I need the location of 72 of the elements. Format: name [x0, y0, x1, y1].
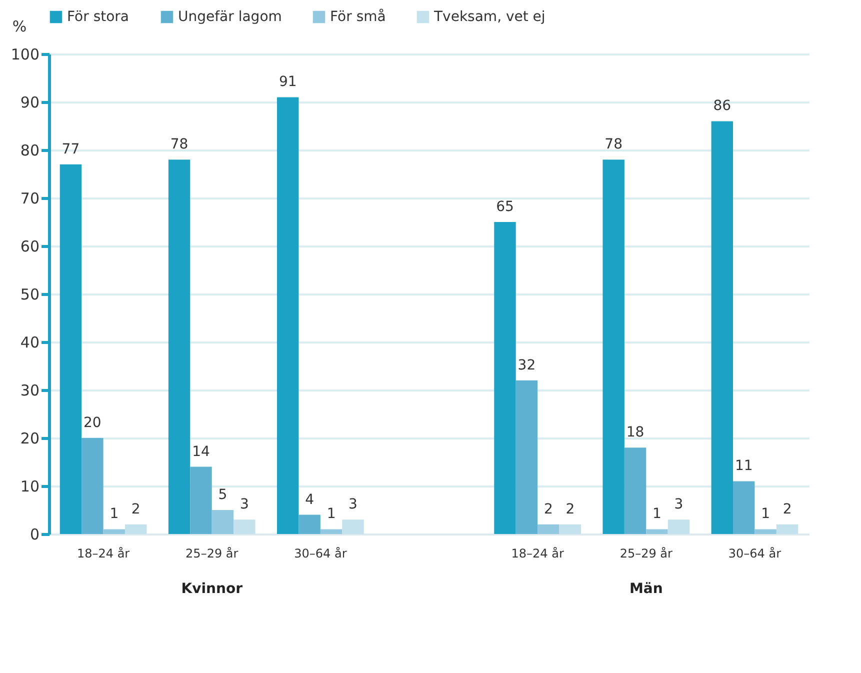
bar	[60, 164, 82, 534]
bar	[602, 160, 624, 534]
x-tick-label: 25–29 år	[620, 546, 673, 560]
bar	[190, 466, 212, 534]
data-label: 4	[305, 492, 314, 508]
bar	[494, 222, 516, 534]
bar	[212, 510, 234, 534]
y-tick-label: 10	[20, 478, 40, 496]
y-tick-label: 30	[20, 382, 40, 400]
x-tick-label: 25–29 år	[186, 546, 238, 560]
x-tick-label: 30–64 år	[728, 546, 782, 560]
data-label: 14	[192, 444, 210, 460]
y-tick-label: 100	[10, 46, 40, 64]
data-label: 2	[566, 501, 575, 518]
x-tick-label: 18–24 år	[511, 546, 564, 560]
data-label: 2	[131, 501, 140, 518]
bar	[733, 481, 755, 534]
data-label: 2	[544, 501, 553, 518]
y-tick-label: 80	[20, 142, 40, 160]
legend-label: Ungefär lagom	[178, 9, 282, 25]
bar	[646, 529, 668, 534]
y-tick-label: 90	[20, 94, 40, 112]
bar	[234, 520, 256, 534]
bar	[538, 524, 560, 534]
y-tick-label: 60	[20, 238, 40, 256]
y-tick-label: 20	[20, 430, 40, 448]
text: Kvinnor	[181, 581, 243, 597]
data-label: 5	[218, 487, 228, 503]
data-label: 1	[110, 506, 119, 522]
data-label: 11	[734, 458, 753, 474]
data-label: 32	[518, 357, 536, 374]
y-tick-label: 70	[20, 190, 40, 208]
bar	[298, 514, 320, 534]
legend-label: För små	[330, 8, 386, 25]
bar	[277, 97, 299, 534]
legend-label: För stora	[67, 9, 130, 25]
y-tick-label: 0	[30, 526, 40, 544]
bar	[342, 520, 364, 534]
data-label: 20	[84, 415, 102, 431]
data-label: 1	[652, 506, 662, 522]
data-label: 91	[278, 74, 297, 90]
bar	[320, 529, 342, 534]
data-label: 78	[170, 136, 188, 153]
y-axis-title: %	[12, 18, 27, 36]
data-label: 86	[713, 98, 732, 114]
bar	[668, 520, 690, 534]
data-label: 18	[626, 424, 644, 441]
data-label: 65	[496, 199, 514, 215]
x-tick-label: 30–64 år	[294, 546, 347, 560]
bar	[754, 529, 776, 534]
bar	[516, 380, 538, 534]
bar	[624, 448, 646, 534]
y-tick-label: 50	[20, 286, 40, 304]
data-label: 2	[782, 501, 792, 518]
data-label: 3	[674, 496, 684, 513]
data-label: 78	[604, 136, 622, 153]
bar	[168, 160, 190, 534]
bar	[103, 529, 125, 534]
x-tick-label: 18–24 år	[76, 546, 130, 560]
data-label: 1	[761, 506, 770, 522]
text: Män	[629, 581, 663, 597]
y-tick-label: 40	[20, 334, 40, 352]
data-label: 1	[326, 506, 336, 522]
bar	[559, 524, 581, 534]
bar	[82, 438, 104, 534]
bar	[776, 524, 798, 534]
data-label: 77	[62, 141, 80, 158]
data-label: 3	[348, 496, 358, 513]
legend-label: Tveksam, vet ej	[433, 9, 546, 25]
data-label: 3	[240, 496, 249, 513]
bar	[711, 121, 733, 534]
bar	[125, 524, 147, 534]
